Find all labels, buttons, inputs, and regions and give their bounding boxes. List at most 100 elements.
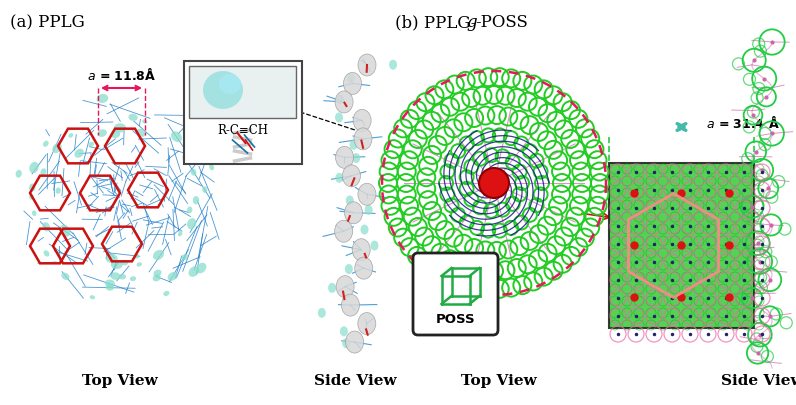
FancyBboxPatch shape: [413, 253, 498, 335]
Ellipse shape: [209, 164, 214, 171]
Ellipse shape: [153, 275, 161, 281]
Ellipse shape: [68, 133, 73, 138]
Ellipse shape: [43, 141, 49, 147]
Ellipse shape: [130, 276, 136, 281]
Ellipse shape: [189, 266, 199, 277]
Ellipse shape: [344, 72, 361, 94]
Ellipse shape: [111, 272, 120, 280]
Ellipse shape: [361, 225, 369, 234]
Ellipse shape: [345, 331, 364, 353]
Ellipse shape: [128, 114, 138, 121]
Ellipse shape: [114, 123, 126, 132]
Ellipse shape: [105, 254, 118, 263]
Text: Top View: Top View: [82, 374, 158, 388]
Ellipse shape: [75, 149, 84, 158]
Ellipse shape: [142, 119, 147, 124]
Ellipse shape: [355, 257, 373, 279]
Ellipse shape: [42, 222, 50, 232]
Ellipse shape: [178, 231, 182, 237]
Text: R-C≡CH: R-C≡CH: [217, 124, 268, 136]
Ellipse shape: [213, 152, 219, 160]
Ellipse shape: [335, 91, 353, 113]
FancyBboxPatch shape: [189, 66, 296, 118]
Ellipse shape: [97, 129, 107, 137]
Ellipse shape: [328, 283, 336, 293]
Ellipse shape: [29, 162, 39, 173]
Ellipse shape: [336, 95, 345, 105]
Ellipse shape: [342, 338, 350, 348]
Ellipse shape: [318, 308, 326, 318]
Ellipse shape: [168, 272, 178, 281]
Ellipse shape: [163, 291, 170, 296]
Ellipse shape: [349, 140, 357, 150]
Ellipse shape: [88, 142, 94, 147]
Ellipse shape: [61, 273, 69, 280]
Ellipse shape: [16, 170, 21, 178]
Text: g: g: [466, 14, 477, 31]
Ellipse shape: [133, 254, 139, 259]
Ellipse shape: [345, 264, 353, 274]
Ellipse shape: [153, 250, 164, 260]
Ellipse shape: [90, 295, 95, 299]
Text: Side View: Side View: [314, 374, 396, 388]
Ellipse shape: [345, 196, 353, 205]
Ellipse shape: [29, 183, 36, 192]
Ellipse shape: [219, 74, 241, 94]
Ellipse shape: [29, 194, 33, 200]
Ellipse shape: [96, 94, 108, 103]
Ellipse shape: [336, 146, 353, 168]
Ellipse shape: [171, 131, 182, 142]
Ellipse shape: [334, 220, 353, 242]
Ellipse shape: [358, 54, 376, 76]
Ellipse shape: [154, 270, 162, 277]
Text: $\it{a}$ = 11.8Å: $\it{a}$ = 11.8Å: [87, 67, 156, 83]
Ellipse shape: [56, 188, 60, 194]
Ellipse shape: [53, 143, 62, 153]
Ellipse shape: [389, 60, 397, 70]
Ellipse shape: [365, 205, 373, 215]
Ellipse shape: [136, 129, 146, 137]
Ellipse shape: [32, 210, 37, 216]
Ellipse shape: [352, 153, 361, 163]
Ellipse shape: [345, 202, 362, 224]
Ellipse shape: [203, 71, 243, 109]
Ellipse shape: [190, 168, 197, 176]
Ellipse shape: [182, 154, 191, 163]
Ellipse shape: [187, 207, 193, 213]
Text: (a) PPLG: (a) PPLG: [10, 14, 84, 31]
Ellipse shape: [119, 274, 126, 279]
Ellipse shape: [353, 109, 371, 131]
Ellipse shape: [370, 241, 378, 251]
Ellipse shape: [41, 168, 46, 176]
Ellipse shape: [196, 263, 206, 273]
Ellipse shape: [194, 132, 201, 140]
Ellipse shape: [358, 313, 376, 335]
Ellipse shape: [335, 113, 343, 122]
Ellipse shape: [340, 326, 348, 336]
Ellipse shape: [181, 254, 188, 260]
Ellipse shape: [106, 284, 114, 291]
Ellipse shape: [193, 196, 199, 205]
FancyBboxPatch shape: [184, 60, 302, 164]
Ellipse shape: [341, 294, 360, 316]
Ellipse shape: [105, 279, 115, 287]
Ellipse shape: [60, 225, 70, 237]
Ellipse shape: [347, 73, 355, 83]
Text: Top View: Top View: [461, 374, 537, 388]
Ellipse shape: [187, 218, 196, 229]
Ellipse shape: [121, 260, 128, 265]
Ellipse shape: [342, 165, 361, 187]
Ellipse shape: [335, 173, 343, 183]
Ellipse shape: [137, 262, 142, 266]
Ellipse shape: [352, 239, 370, 261]
Ellipse shape: [111, 260, 123, 269]
Text: $\it{a}$ = 31.4 Å: $\it{a}$ = 31.4 Å: [707, 115, 780, 131]
Ellipse shape: [336, 276, 354, 298]
Ellipse shape: [111, 130, 120, 138]
Bar: [609, 163, 754, 328]
Text: (b) PPLG-: (b) PPLG-: [395, 14, 476, 31]
Ellipse shape: [202, 186, 207, 193]
Text: POSS: POSS: [435, 313, 475, 326]
Ellipse shape: [44, 250, 49, 256]
Text: -POSS: -POSS: [475, 14, 528, 31]
